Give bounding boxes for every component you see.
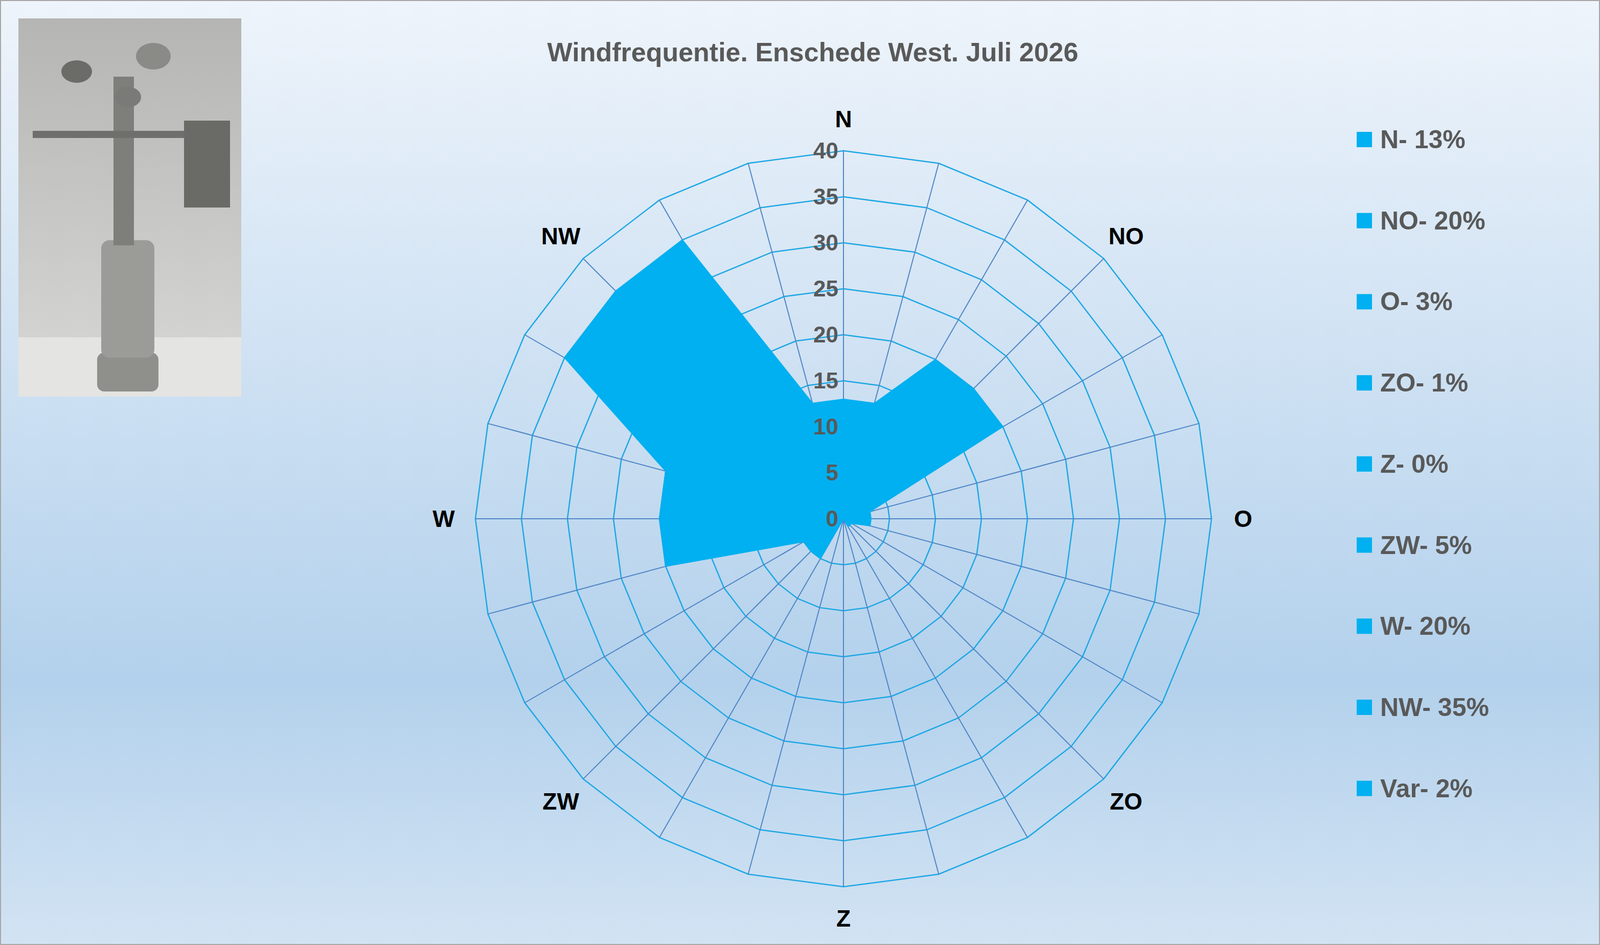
- photo: [18, 18, 242, 397]
- legend-label: NW- 35%: [1380, 693, 1490, 722]
- tick-label: 10: [813, 414, 839, 440]
- title: Windfrequentie. Enschede West. Juli 2026: [547, 37, 1079, 67]
- legend-label: ZO- 1%: [1380, 368, 1469, 398]
- photo-cup: [135, 42, 171, 70]
- tick-label: 25: [813, 276, 839, 302]
- photo-body: [101, 240, 155, 358]
- legend-label: N- 13%: [1380, 125, 1466, 154]
- category-label: N: [834, 105, 852, 133]
- legend-swatch: [1356, 618, 1373, 634]
- legend-label: NO- 20%: [1380, 206, 1486, 236]
- legend-swatch: [1356, 213, 1373, 229]
- category-label: ZW: [542, 788, 580, 815]
- chart-root: Windfrequentie. Enschede West. Juli 2026…: [0, 0, 1600, 945]
- legend-label: Z- 0%: [1380, 449, 1449, 479]
- photo-cup: [114, 86, 142, 108]
- legend-swatch: [1356, 699, 1373, 716]
- grid-ring: [475, 150, 1212, 887]
- category-label: NW: [541, 222, 581, 250]
- grid-spoke: [843, 518, 1104, 780]
- category-label: W: [432, 505, 455, 533]
- legend-swatch: [1356, 781, 1373, 797]
- legend-label: ZW- 5%: [1380, 531, 1473, 560]
- tick-label: 30: [813, 230, 839, 256]
- grid: [475, 150, 1212, 887]
- tick-label: 5: [826, 460, 839, 486]
- category-label: ZO: [1109, 788, 1143, 815]
- legend-label: Var- 2%: [1380, 774, 1473, 804]
- legend-label: O- 3%: [1380, 287, 1453, 316]
- photo-arm: [32, 130, 187, 139]
- photo-cup: [61, 60, 93, 83]
- tick-label: 0: [826, 506, 839, 532]
- legend-swatch: [1356, 375, 1373, 391]
- data-group: [564, 239, 1003, 567]
- photo-base: [97, 352, 159, 392]
- grid-spoke: [842, 518, 844, 887]
- grid-spoke: [843, 518, 1212, 520]
- tick-labels: 0 5 10 15 20 25 30 35 40: [813, 138, 839, 532]
- legend-label: W- 20%: [1380, 611, 1471, 641]
- photo-vane: [184, 120, 231, 208]
- category-label: Z: [836, 905, 851, 932]
- grid-spoke: [748, 518, 844, 875]
- legend-swatch: [1356, 537, 1373, 554]
- tick-label: 20: [813, 322, 839, 348]
- legend: N- 13% NO- 20% O- 3% ZO- 1% Z- 0% ZW- 5% W- 20…: [1356, 125, 1490, 804]
- legend-swatch: [1356, 293, 1373, 310]
- legend-swatch: [1356, 131, 1373, 148]
- category-label: O: [1233, 505, 1253, 533]
- background: [0, 0, 1600, 945]
- grid-spoke: [843, 518, 939, 875]
- grid-spoke: [843, 518, 1028, 838]
- photo-frame: [18, 18, 242, 397]
- tick-label: 40: [813, 138, 839, 164]
- grid-spoke: [843, 518, 1199, 614]
- radar-area: [564, 239, 1003, 567]
- category-labels: N NO O ZO Z ZW W NW: [432, 105, 1253, 932]
- grid-spoke: [843, 518, 1163, 703]
- category-label: NO: [1108, 222, 1144, 250]
- tick-label: 15: [813, 368, 839, 394]
- tick-label: 35: [813, 184, 839, 210]
- grid-spoke: [659, 518, 844, 838]
- legend-swatch: [1356, 456, 1373, 472]
